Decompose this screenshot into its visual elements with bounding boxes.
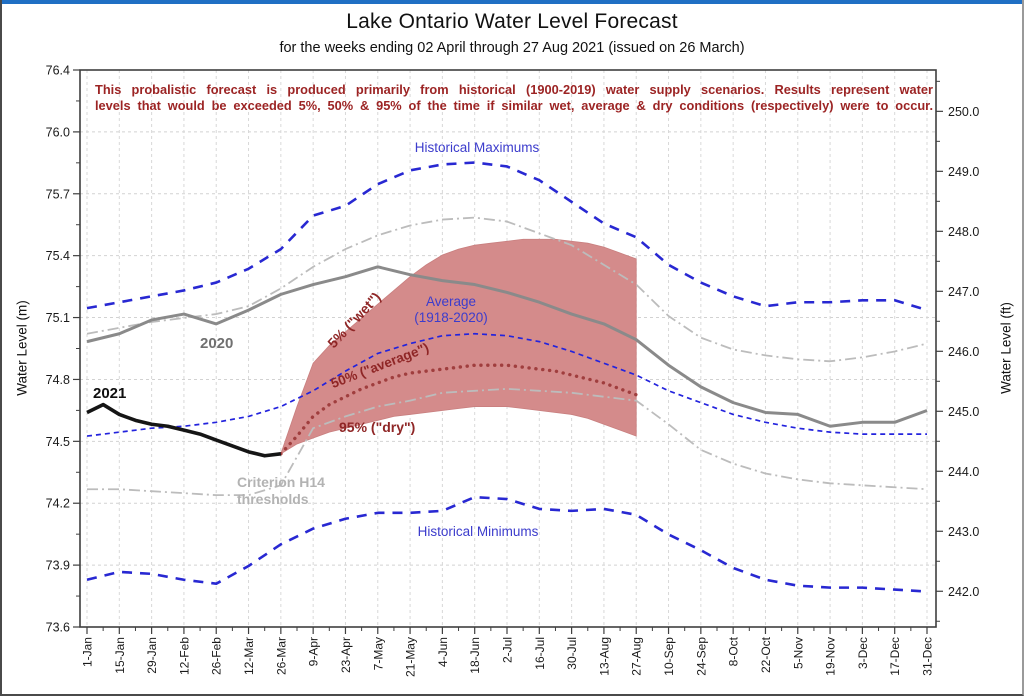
x-tick-label: 12-Feb: [177, 637, 191, 675]
x-tick-label: 27-Aug: [630, 637, 644, 676]
x-tick-label: 23-Apr: [339, 637, 353, 673]
series-hist-max: [86, 161, 928, 312]
right-tick-label: 248.0: [948, 225, 979, 239]
label-average-line2: (1918-2020): [414, 310, 488, 325]
x-tick-label: 9-Apr: [307, 637, 321, 666]
right-tick-label: 243.0: [948, 525, 979, 539]
window-accent-bar: [2, 0, 1022, 4]
disclaimer-line-2: levels that would be exceeded 5%, 50% & …: [95, 98, 933, 113]
page-title: Lake Ontario Water Level Forecast: [346, 10, 678, 33]
x-tick-label: 10-Sep: [662, 637, 676, 676]
x-tick-label: 15-Jan: [113, 637, 127, 674]
right-tick-label: 250.0: [948, 105, 979, 119]
left-tick-label: 74.5: [46, 435, 70, 449]
left-tick-label: 74.8: [46, 373, 70, 387]
x-tick-label: 5-Nov: [791, 637, 805, 669]
label-average-line1: Average: [425, 294, 477, 309]
x-tick-label: 26-Mar: [274, 637, 288, 675]
x-tick-label: 7-May: [371, 637, 385, 670]
right-tick-label: 244.0: [948, 465, 979, 479]
series-forecast-50: [279, 363, 638, 456]
x-tick-label: 12-Mar: [242, 637, 256, 675]
right-tick-label: 242.0: [948, 585, 979, 599]
x-tick-label: 24-Sep: [694, 637, 708, 676]
x-tick-label: 18-Jun: [468, 637, 482, 674]
x-tick-label: 13-Aug: [597, 637, 611, 676]
label-average-series: Average (1918-2020): [390, 294, 512, 326]
y-axis-title-left: Water Level (m): [14, 300, 30, 396]
disclaimer-line-1: This probalistic forecast is produced pr…: [95, 82, 933, 97]
left-tick-label: 76.4: [46, 64, 70, 78]
label-criterion-h14: Criterion H14 thresholds: [237, 474, 325, 508]
label-criterion-line2: thresholds: [237, 491, 309, 507]
right-tick-label: 249.0: [948, 165, 979, 179]
left-tick-label: 75.4: [46, 249, 70, 263]
label-2020-series: 2020: [200, 335, 234, 352]
left-tick-label: 74.2: [46, 497, 70, 511]
right-tick-label: 247.0: [948, 285, 979, 299]
x-tick-label: 8-Oct: [727, 636, 741, 666]
left-tick-label: 75.1: [46, 311, 70, 325]
x-tick-label: 19-Nov: [824, 637, 838, 676]
left-tick-label: 75.7: [46, 187, 70, 201]
x-tick-label: 31-Dec: [921, 637, 935, 676]
x-tick-label: 26-Feb: [210, 637, 224, 675]
left-tick-label: 76.0: [46, 125, 70, 139]
x-tick-label: 2-Jul: [501, 637, 515, 663]
series-level-2020: [86, 265, 928, 428]
left-tick-label: 73.9: [46, 559, 70, 573]
label-historical-maximums: Historical Maximums: [414, 140, 540, 155]
series-h14-lower: [87, 387, 928, 497]
series-level-2021: [86, 402, 282, 458]
label-criterion-line1: Criterion H14: [237, 474, 325, 490]
x-tick-label: 22-Oct: [759, 636, 773, 673]
label-historical-minimums: Historical Minimums: [417, 524, 539, 539]
x-tick-label: 1-Jan: [81, 637, 95, 667]
x-tick-label: 21-May: [404, 637, 418, 677]
label-2021-series: 2021: [93, 385, 127, 402]
left-tick-label: 73.6: [46, 621, 70, 635]
right-tick-label: 246.0: [948, 345, 979, 359]
x-tick-label: 29-Jan: [145, 637, 159, 674]
chart-subtitle: for the weeks ending 02 April through 27…: [279, 40, 745, 56]
x-tick-label: 30-Jul: [565, 637, 579, 670]
series-hist-min: [86, 495, 928, 593]
x-tick-label: 4-Jun: [436, 637, 450, 667]
x-tick-label: 17-Dec: [888, 637, 902, 676]
y-axis-title-right: Water Level (ft): [998, 302, 1014, 394]
x-tick-label: 3-Dec: [856, 637, 870, 669]
right-tick-label: 245.0: [948, 405, 979, 419]
x-tick-label: 16-Jul: [533, 637, 547, 670]
series-h14-upper: [86, 216, 928, 363]
label-95pct-dry: 95% ("dry"): [339, 419, 416, 435]
forecast-band: [280, 238, 637, 455]
